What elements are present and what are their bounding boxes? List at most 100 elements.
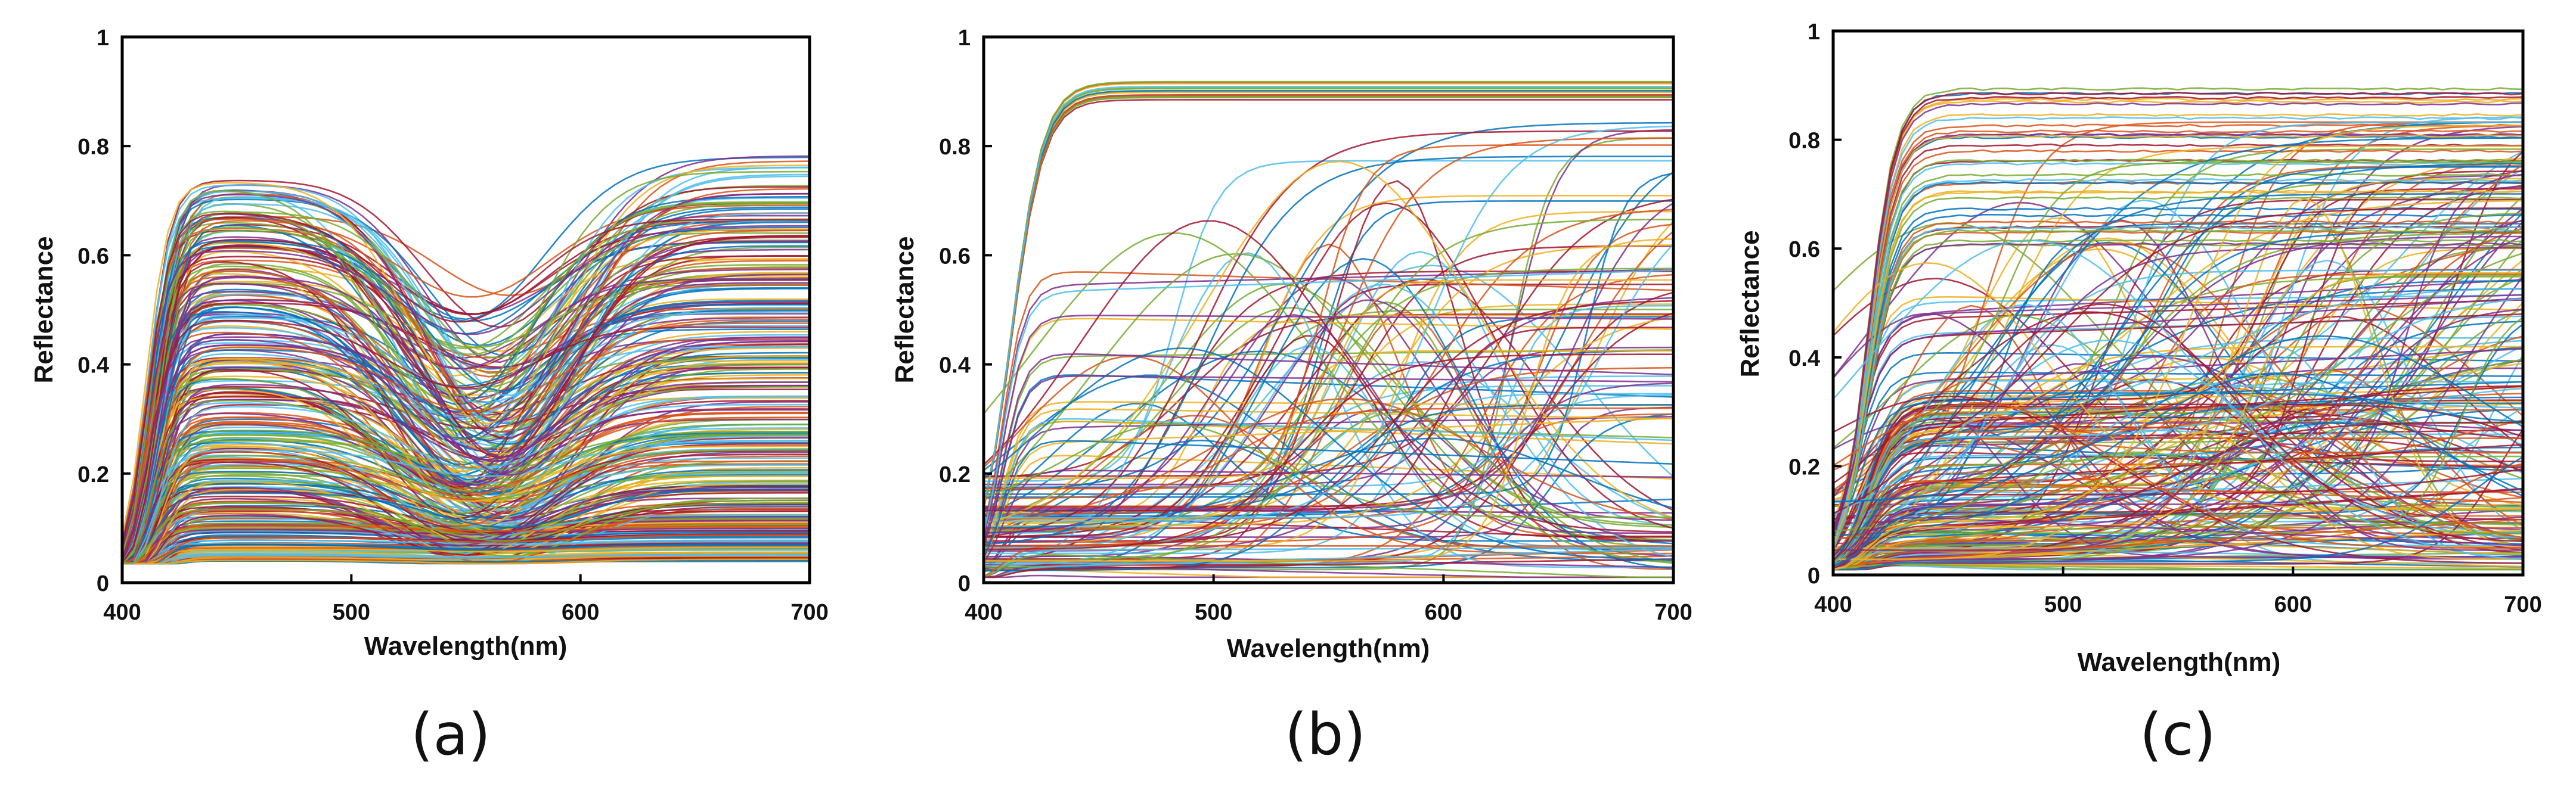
spectrum-line-c xyxy=(1833,431,2524,561)
spectrum-line-c xyxy=(1832,96,2524,539)
spectrum-line-a xyxy=(122,525,810,565)
spectrum-line-c xyxy=(1833,496,2524,567)
spectrum-line-c xyxy=(1833,276,2524,571)
spectrum-line-c xyxy=(1832,181,2524,545)
spectrum-line-a xyxy=(122,204,810,564)
spectrum-line-c xyxy=(1833,173,2524,571)
spectrum-line-a xyxy=(121,164,810,537)
spectrum-line-b xyxy=(983,283,1674,528)
spectrum-line-c xyxy=(1833,372,2524,537)
spectrum-line-b xyxy=(984,335,1673,538)
spectrum-line-b xyxy=(984,180,1674,542)
spectrum-line-a xyxy=(121,213,810,547)
curves-b xyxy=(982,80,1674,579)
spectrum-line-a xyxy=(122,449,810,565)
spectrum-line-a xyxy=(121,377,810,564)
spectrum-line-a xyxy=(122,175,810,564)
spectrum-line-c xyxy=(1832,445,2524,550)
plot-frame-c xyxy=(1831,29,2525,577)
spectrum-line-c xyxy=(1833,287,2524,564)
spectrum-line-c xyxy=(1833,178,2523,564)
spectrum-line-a xyxy=(121,170,810,555)
spectrum-line-a xyxy=(122,492,810,565)
spectrum-line-b xyxy=(983,156,1673,545)
spectrum-line-b xyxy=(984,316,1674,527)
spectrum-line-c xyxy=(1833,223,2523,571)
spectrum-line-b xyxy=(982,315,1674,538)
spectrum-line-c xyxy=(1833,242,2524,541)
x-tick-label-c: 700 xyxy=(2504,592,2541,617)
spectrum-line-c xyxy=(1833,468,2524,570)
spectrum-line-b xyxy=(983,252,1673,568)
spectrum-line-b xyxy=(982,375,1674,548)
spectrum-line-b xyxy=(984,279,1673,479)
y-axis-label-b: Reflectance xyxy=(890,236,919,383)
x-tick-label-c: 600 xyxy=(2274,592,2312,617)
spectrum-line-c xyxy=(1833,145,2523,566)
plot-frame-b xyxy=(982,35,1675,584)
spectrum-line-a xyxy=(122,527,810,565)
x-tick-label-b: 400 xyxy=(965,600,1002,625)
spectrum-line-c xyxy=(1832,99,2524,540)
spectrum-line-a xyxy=(121,282,810,551)
spectrum-line-b xyxy=(982,440,1674,559)
spectrum-line-a xyxy=(122,553,810,565)
spectrum-line-a xyxy=(121,237,810,564)
spectrum-line-b xyxy=(983,403,1673,542)
spectrum-line-c xyxy=(1832,279,2524,530)
spectrum-line-c xyxy=(1833,163,2524,567)
spectrum-line-b xyxy=(983,437,1674,529)
spectrum-line-a xyxy=(121,222,810,549)
spectrum-line-b xyxy=(984,326,1673,512)
spectrum-line-c xyxy=(1833,297,2524,565)
spectrum-line-c xyxy=(1832,97,2524,540)
spectrum-line-a xyxy=(121,173,810,542)
spectrum-line-c xyxy=(1833,303,2524,542)
spectrum-line-c xyxy=(1832,196,2524,546)
spectrum-line-a xyxy=(122,423,810,565)
ticks-c: 400 500 600 700 0 0.2 0.4 0.6 0.8 1 xyxy=(1788,20,2542,617)
spectrum-line-a xyxy=(122,472,810,565)
ticks-a: 400 500 600 700 0 0.2 0.4 0.6 0.8 1 xyxy=(78,26,829,625)
spectrum-line-c xyxy=(1833,207,2523,561)
y-tick-label-a: 0.8 xyxy=(78,135,109,160)
spectrum-line-c xyxy=(1832,113,2524,542)
spectrum-line-c xyxy=(1833,269,2523,567)
spectrum-line-b xyxy=(984,238,1674,562)
y-tick-label-b: 0 xyxy=(958,571,971,596)
y-tick-label-a: 1 xyxy=(97,26,109,51)
spectrum-line-c xyxy=(1833,335,2524,503)
spectrum-line-c xyxy=(1833,272,2523,571)
spectrum-line-c xyxy=(1833,161,2523,564)
spectrum-line-a xyxy=(121,225,810,544)
spectrum-line-b xyxy=(983,353,1673,551)
spectrum-line-b xyxy=(984,125,1674,523)
spectrum-line-b xyxy=(983,253,1674,564)
spectrum-line-c xyxy=(1833,446,2523,551)
x-tick-label-b: 600 xyxy=(1425,600,1462,625)
y-axis-label-a: Reflectance xyxy=(29,236,58,383)
spectrum-line-a xyxy=(121,220,810,557)
spectrum-line-a xyxy=(121,179,810,545)
spectrum-line-b xyxy=(984,209,1674,531)
spectrum-line-a xyxy=(122,434,810,564)
y-tick-label-b: 1 xyxy=(958,26,971,51)
y-tick-label-b: 0.6 xyxy=(939,244,971,269)
spectrum-line-c xyxy=(1832,87,2524,540)
spectrum-line-c xyxy=(1832,149,2524,543)
spectrum-line-a xyxy=(122,469,810,564)
spectrum-line-a xyxy=(122,304,810,565)
spectrum-line-a xyxy=(122,355,810,564)
spectrum-line-b xyxy=(982,86,1673,508)
spectrum-line-b xyxy=(982,318,1674,539)
spectrum-line-a xyxy=(121,287,810,564)
spectrum-line-b xyxy=(983,545,1674,577)
spectrum-line-c xyxy=(1833,339,2524,539)
spectrum-line-c xyxy=(1833,304,2523,546)
spectrum-line-c xyxy=(1833,200,2524,563)
spectrum-line-a xyxy=(122,381,810,565)
chart-panel-b: 400 500 600 700 0 0.2 0.4 0.6 0.8 1 Wavelength(nm… xyxy=(890,26,1692,768)
spectrum-line-a xyxy=(122,275,810,565)
y-axis-label-c: Reflectance xyxy=(1735,230,1765,377)
